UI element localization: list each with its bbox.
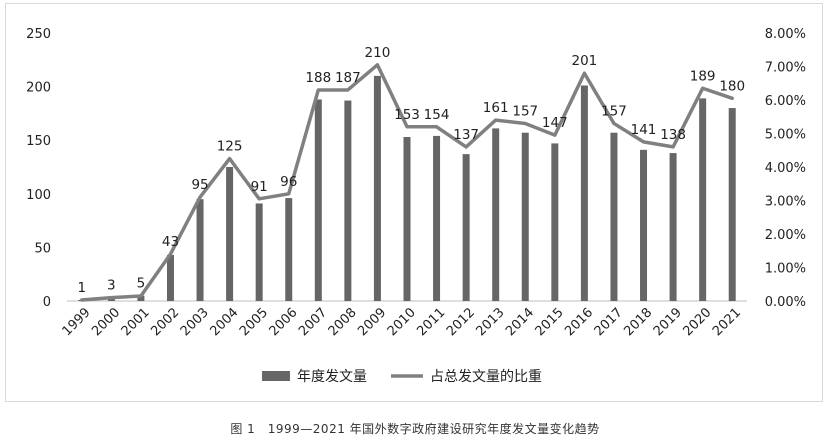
bar bbox=[462, 154, 470, 301]
legend-bar-label: 年度发文量 bbox=[297, 369, 367, 385]
x-tick-label: 2005 bbox=[237, 305, 271, 339]
x-tick-label: 2003 bbox=[178, 305, 212, 339]
data-label: 157 bbox=[512, 103, 538, 119]
data-label: 43 bbox=[162, 234, 179, 250]
bar bbox=[551, 143, 559, 301]
y-right-tick-label: 1.00% bbox=[765, 262, 806, 277]
bar bbox=[669, 153, 677, 301]
data-label: 180 bbox=[719, 78, 745, 94]
bar bbox=[492, 128, 500, 301]
data-label: 157 bbox=[601, 103, 627, 119]
bar bbox=[255, 203, 263, 301]
bar bbox=[314, 99, 322, 302]
x-tick-label: 2014 bbox=[503, 305, 537, 339]
legend-bar-swatch bbox=[262, 371, 290, 381]
y-right-tick-label: 6.00% bbox=[765, 94, 806, 109]
data-label: 3 bbox=[107, 278, 116, 294]
data-label: 161 bbox=[483, 100, 509, 116]
x-tick-label: 2010 bbox=[385, 305, 419, 339]
data-label: 91 bbox=[251, 179, 268, 195]
x-tick-label: 2012 bbox=[444, 305, 478, 339]
x-tick-label: 2009 bbox=[355, 305, 389, 339]
x-tick-label: 2006 bbox=[267, 305, 301, 339]
bar bbox=[226, 167, 234, 301]
data-label: 153 bbox=[394, 107, 420, 123]
y-right-tick-label: 8.00% bbox=[765, 27, 806, 42]
bar bbox=[403, 136, 411, 301]
data-label: 188 bbox=[305, 70, 331, 86]
bar bbox=[610, 132, 618, 301]
y-right-tick-label: 4.00% bbox=[765, 161, 806, 176]
bar bbox=[640, 149, 648, 301]
data-label: 201 bbox=[572, 53, 598, 69]
x-tick-label: 2013 bbox=[474, 305, 508, 339]
data-label: 95 bbox=[191, 177, 208, 193]
x-tick-label: 2016 bbox=[562, 305, 596, 339]
x-tick-label: 2002 bbox=[148, 305, 182, 339]
bar bbox=[344, 100, 352, 301]
bar bbox=[285, 198, 293, 301]
x-tick-label: 2001 bbox=[119, 305, 153, 339]
x-tick-label: 2008 bbox=[326, 305, 360, 339]
y-right-tick-label: 5.00% bbox=[765, 128, 806, 143]
data-label: 137 bbox=[453, 127, 479, 143]
data-label: 96 bbox=[280, 174, 297, 190]
y-right-tick-label: 7.00% bbox=[765, 61, 806, 76]
data-label: 189 bbox=[690, 68, 716, 84]
bar bbox=[373, 75, 381, 301]
bar bbox=[196, 199, 204, 301]
data-label: 5 bbox=[137, 276, 146, 292]
y-right-tick-label: 2.00% bbox=[765, 228, 806, 243]
bar bbox=[137, 295, 145, 301]
chart-svg: 0 50 100 150 200 250 0.00% 1.00% 2.00% 3.00% 4.00%… bbox=[26, 27, 806, 385]
data-label: 147 bbox=[542, 115, 568, 131]
y-left-tick-label: 50 bbox=[34, 241, 51, 256]
y-left-tick-label: 100 bbox=[26, 188, 51, 203]
x-tick-label: 2021 bbox=[710, 305, 744, 339]
y-right-tick-label: 0.00% bbox=[765, 295, 806, 310]
y-left-tick-label: 250 bbox=[26, 27, 51, 42]
data-label: 210 bbox=[365, 45, 391, 61]
y-left-tick-label: 0 bbox=[43, 295, 51, 310]
y-left-tick-label: 200 bbox=[26, 81, 51, 96]
x-tick-label: 2007 bbox=[296, 305, 330, 339]
bar bbox=[166, 254, 174, 301]
data-label: 1 bbox=[77, 280, 86, 296]
x-tick-label: 2020 bbox=[680, 305, 714, 339]
x-tick-label: 1999 bbox=[60, 305, 94, 339]
data-label: 125 bbox=[217, 139, 243, 155]
data-label: 138 bbox=[660, 127, 686, 143]
x-tick-label: 2015 bbox=[533, 305, 567, 339]
legend-line-label: 占总发文量的比重 bbox=[430, 369, 542, 385]
bar bbox=[728, 108, 736, 301]
x-tick-label: 2019 bbox=[651, 305, 685, 339]
data-label: 187 bbox=[335, 70, 361, 86]
data-label: 141 bbox=[631, 122, 657, 138]
bar bbox=[580, 85, 588, 301]
x-tick-label: 2018 bbox=[621, 305, 655, 339]
share-line bbox=[80, 63, 734, 302]
data-label: 154 bbox=[424, 107, 450, 123]
bar bbox=[521, 132, 529, 301]
figure-caption: 图 1 1999—2021 年国外数字政府建设研究年度发文量变化趋势 bbox=[230, 422, 600, 436]
x-tick-label: 2000 bbox=[89, 305, 123, 339]
y-right-tick-label: 3.00% bbox=[765, 195, 806, 210]
bar bbox=[433, 135, 441, 301]
y-left-tick-label: 150 bbox=[26, 134, 51, 149]
x-tick-label: 2017 bbox=[592, 305, 626, 339]
bar bbox=[699, 98, 707, 301]
x-tick-label: 2004 bbox=[207, 305, 241, 339]
x-tick-label: 2011 bbox=[414, 305, 448, 339]
chart-frame bbox=[5, 3, 823, 402]
